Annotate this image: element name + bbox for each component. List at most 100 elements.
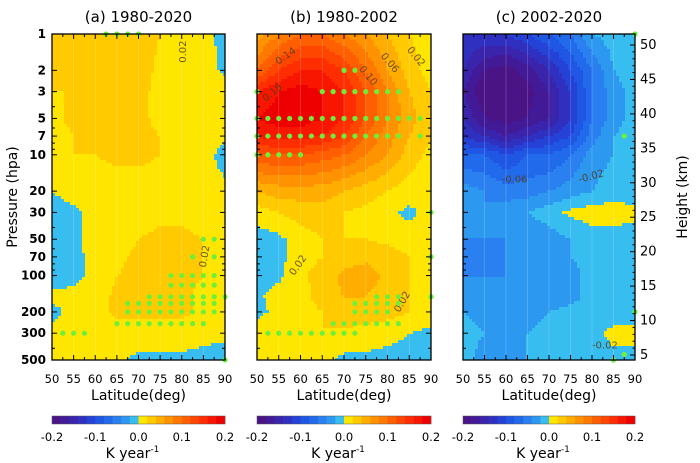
field-cell: [55, 100, 59, 104]
field-cell: [106, 64, 110, 68]
field-cell: [142, 61, 146, 65]
field-cell: [70, 76, 74, 80]
field-cell: [196, 40, 200, 44]
field-cell: [91, 106, 95, 110]
field-cell: [142, 40, 146, 44]
field-cell: [61, 124, 65, 128]
field-cell: [118, 124, 122, 128]
field-cell: [193, 97, 197, 101]
field-cell: [58, 46, 62, 50]
field-cell: [166, 43, 170, 47]
field-cell: [127, 136, 131, 140]
field-cell: [70, 82, 74, 86]
field-cell: [85, 127, 89, 131]
field-cell: [55, 52, 59, 56]
field-cell: [184, 82, 188, 86]
field-cell: [82, 121, 86, 125]
field-cell: [139, 97, 143, 101]
field-cell: [133, 124, 137, 128]
field-cell: [112, 61, 116, 65]
field-cell: [103, 40, 107, 44]
field-cell: [64, 85, 68, 89]
field-cell: [121, 133, 125, 137]
field-cell: [58, 43, 62, 47]
field-cell: [163, 82, 167, 86]
field-cell: [91, 103, 95, 107]
field-cell: [139, 127, 143, 131]
field-cell: [88, 124, 92, 128]
field-cell: [64, 82, 68, 86]
field-cell: [94, 82, 98, 86]
field-cell: [136, 43, 140, 47]
field-cell: [184, 130, 188, 134]
field-cell: [103, 67, 107, 71]
field-cell: [61, 112, 65, 116]
field-cell: [217, 49, 221, 53]
field-cell: [85, 115, 89, 119]
field-cell: [64, 91, 68, 95]
field-cell: [205, 115, 209, 119]
field-cell: [130, 88, 134, 92]
field-cell: [190, 37, 194, 41]
field-cell: [112, 76, 116, 80]
field-cell: [163, 49, 167, 53]
field-cell: [100, 76, 104, 80]
field-cell: [91, 91, 95, 95]
field-cell: [169, 43, 173, 47]
field-cell: [94, 91, 98, 95]
field-cell: [148, 85, 152, 89]
field-cell: [112, 97, 116, 101]
field-cell: [151, 61, 155, 65]
field-cell: [94, 130, 98, 134]
field-cell: [190, 64, 194, 68]
field-cell: [214, 70, 218, 74]
field-cell: [61, 73, 65, 77]
field-cell: [175, 91, 179, 95]
field-cell: [199, 37, 203, 41]
field-cell: [199, 106, 203, 110]
field-cell: [61, 136, 65, 140]
field-cell: [136, 133, 140, 137]
field-cell: [127, 124, 131, 128]
field-cell: [130, 52, 134, 56]
field-cell: [58, 61, 62, 65]
field-cell: [199, 43, 203, 47]
field-cell: [142, 76, 146, 80]
field-cell: [67, 109, 71, 113]
field-cell: [67, 91, 71, 95]
field-cell: [112, 73, 116, 77]
field-cell: [205, 64, 209, 68]
field-cell: [160, 127, 164, 131]
field-cell: [208, 124, 212, 128]
field-cell: [76, 67, 80, 71]
field-cell: [100, 130, 104, 134]
field-cell: [103, 58, 107, 62]
field-cell: [82, 58, 86, 62]
field-cell: [211, 70, 215, 74]
field-cell: [202, 55, 206, 59]
field-cell: [172, 55, 176, 59]
field-cell: [100, 64, 104, 68]
field-cell: [217, 109, 221, 113]
field-cell: [145, 121, 149, 125]
field-cell: [85, 103, 89, 107]
field-cell: [163, 79, 167, 83]
field-cell: [184, 133, 188, 137]
field-cell: [163, 85, 167, 89]
field-cell: [148, 43, 152, 47]
field-cell: [61, 55, 65, 59]
field-cell: [187, 109, 191, 113]
field-cell: [85, 94, 89, 98]
field-cell: [178, 76, 182, 80]
field-cell: [190, 55, 194, 59]
field-cell: [103, 124, 107, 128]
field-cell: [148, 91, 152, 95]
field-cell: [211, 124, 215, 128]
field-cell: [145, 88, 149, 92]
field-cell: [67, 67, 71, 71]
field-cell: [106, 133, 110, 137]
field-cell: [208, 97, 212, 101]
field-cell: [220, 49, 224, 53]
field-cell: [97, 130, 101, 134]
field-cell: [70, 49, 74, 53]
